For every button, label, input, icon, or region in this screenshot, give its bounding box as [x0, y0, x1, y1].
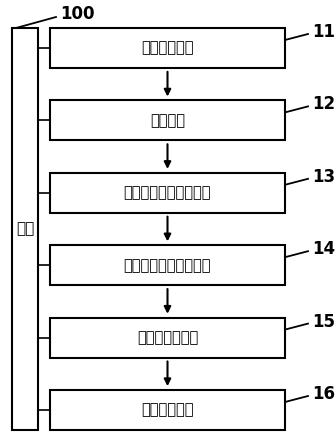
- Text: 11: 11: [312, 23, 335, 41]
- Text: 15: 15: [312, 313, 335, 330]
- Text: 14: 14: [312, 240, 335, 258]
- Text: 13: 13: [312, 168, 335, 186]
- Text: 多通道抗干扰变频模块: 多通道抗干扰变频模块: [124, 258, 211, 273]
- Text: 射频前端接收通道模块: 射频前端接收通道模块: [124, 185, 211, 200]
- Bar: [50, 318, 285, 358]
- Text: 16: 16: [312, 385, 335, 403]
- Text: 抗干扰基带模块: 抗干扰基带模块: [137, 330, 198, 345]
- Bar: [50, 28, 285, 68]
- Bar: [12, 28, 38, 430]
- Bar: [50, 173, 285, 213]
- Text: 12: 12: [312, 95, 335, 113]
- Text: 导航基带模块: 导航基带模块: [141, 403, 194, 417]
- Bar: [50, 245, 285, 285]
- Text: 阵列天线模块: 阵列天线模块: [141, 40, 194, 55]
- Text: 装置: 装置: [16, 222, 34, 237]
- Bar: [50, 101, 285, 140]
- Text: 100: 100: [60, 5, 94, 23]
- Text: 切换模块: 切换模块: [150, 113, 185, 128]
- Bar: [50, 390, 285, 430]
